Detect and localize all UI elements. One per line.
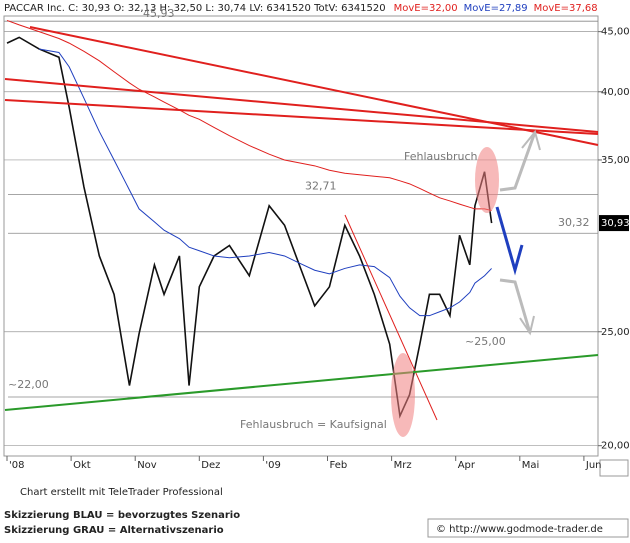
level-label: 30,32 — [558, 216, 590, 229]
last-price-box — [599, 215, 629, 232]
x-tick-label: '09 — [265, 460, 280, 471]
scroll-box — [599, 459, 629, 477]
trend-line — [344, 214, 438, 421]
y-tick-label: 35,00 — [601, 155, 630, 166]
x-tick-label: Apr — [458, 460, 476, 471]
annotation: Fehlausbruch = Kaufsignal — [240, 418, 387, 431]
scenario-grey — [519, 315, 535, 336]
x-tick-label: Feb — [330, 460, 348, 471]
highlight — [475, 147, 499, 213]
footer-note: Skizzierung BLAU = bevorzugtes Szenario — [4, 510, 240, 521]
header-title: PACCAR Inc. C: 30,93 O: 32,13 H: 32,50 L… — [4, 3, 386, 14]
x-tick-label: Mai — [522, 460, 540, 471]
legend-entry: MovE=32,00 — [394, 3, 458, 14]
legend-entry: MovE=27,89 — [464, 3, 528, 14]
scenario-blue — [495, 206, 524, 276]
x-tick-label: Okt — [73, 460, 91, 471]
footer-note: Skizzierung GRAU = Alternativszenario — [4, 525, 224, 536]
y-tick-label: 45,00 — [601, 27, 630, 38]
trend-line — [4, 78, 599, 133]
plot-frame — [3, 15, 599, 457]
price-line — [6, 19, 492, 212]
legend-entry: MovE=37,68 — [534, 3, 598, 14]
x-tick-label: Mrz — [394, 460, 412, 471]
x-tick-label: '08 — [9, 460, 24, 471]
level-label: 32,71 — [305, 180, 337, 193]
price-line — [38, 48, 492, 317]
x-tick-label: Jun — [585, 460, 602, 471]
y-tick-label: 25,00 — [601, 327, 630, 338]
trend-line — [29, 26, 599, 146]
last-price-label: 30,93 — [601, 218, 630, 229]
support-line — [4, 354, 599, 411]
source-box — [427, 518, 629, 538]
footer-source: © http://www.godmode-trader.de — [436, 524, 603, 535]
scenario-grey — [499, 131, 537, 192]
scenario-grey — [499, 278, 532, 334]
x-tick-label: Nov — [137, 460, 157, 471]
annotation: Fehlausbruch — [404, 150, 477, 163]
footer-credit: Chart erstellt mit TeleTrader Profession… — [20, 487, 223, 498]
level-label: 45,93 — [143, 7, 175, 20]
y-tick-label: 20,00 — [601, 441, 630, 452]
x-tick-label: Dez — [201, 460, 220, 471]
price-line — [6, 36, 493, 419]
y-tick-label: 40,00 — [601, 87, 630, 98]
scenario-grey — [521, 129, 541, 151]
trend-line — [4, 99, 599, 135]
level-label: ~22,00 — [8, 378, 49, 391]
highlight — [391, 353, 415, 437]
level-label: ~25,00 — [465, 335, 506, 348]
